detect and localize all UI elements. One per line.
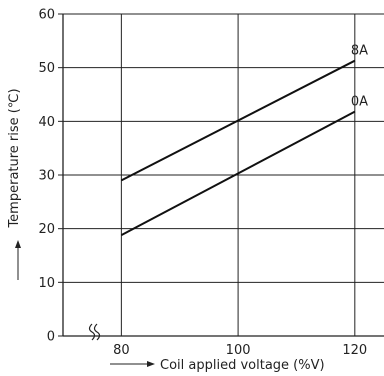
series-label-8A: 8A [351,44,368,59]
x-axis-label: Coil applied voltage (%V) [160,358,325,373]
series-labels: 8A 0A [351,44,368,110]
y-tick-label-60: 60 [38,8,55,23]
y-tick-label-10: 10 [38,276,55,291]
y-tick-label-0: 0 [47,330,55,345]
grid [63,13,384,336]
x-tick-label-100: 100 [226,343,251,358]
x-axis-label-arrow [110,361,155,367]
y-axis-label-arrow [15,240,21,280]
series-line-0A [120,110,356,236]
series-line-8A [120,59,356,182]
tick-labels: 0 10 20 30 40 50 60 80 100 120 [38,8,367,359]
series-lines [120,59,356,236]
y-tick-label-20: 20 [38,222,55,237]
axes [58,13,384,337]
y-tick-label-50: 50 [38,61,55,76]
y-tick-label-30: 30 [38,169,55,184]
axis-break-symbol [88,323,101,341]
x-tick-label-120: 120 [342,343,367,358]
y-tick-label-40: 40 [38,115,55,130]
y-axis-label: Temperature rise (℃) [7,88,22,228]
x-tick-label-80: 80 [113,343,130,358]
series-label-0A: 0A [351,95,368,110]
